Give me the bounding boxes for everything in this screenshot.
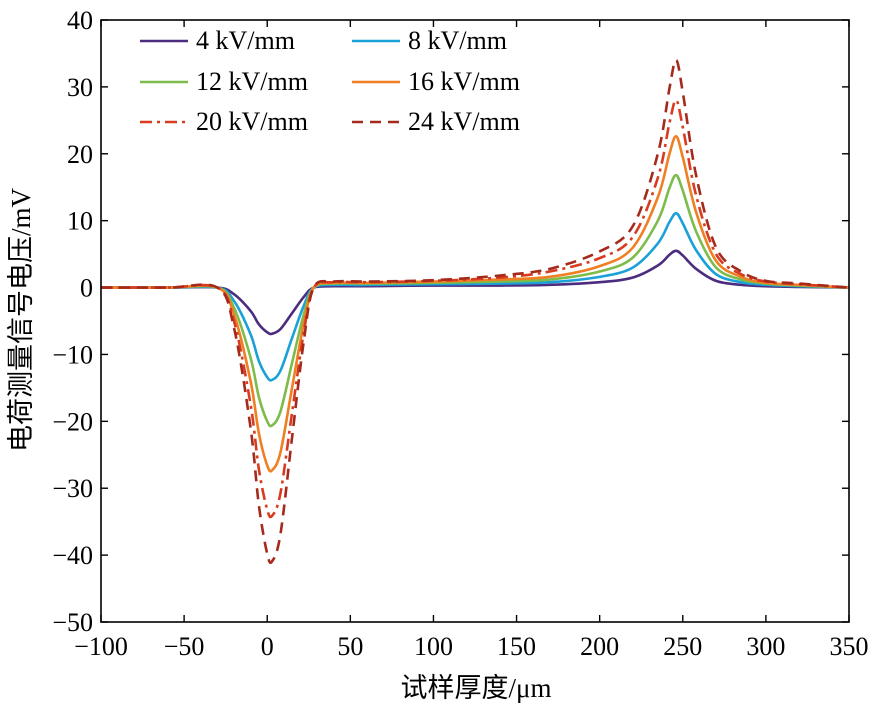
x-axis-title: 试样厚度/μm [401,673,552,703]
x-tick-label: −100 [74,632,128,661]
x-tick-label: 100 [414,632,453,661]
series-line-1 [101,249,850,336]
plot-frame [100,19,850,623]
legend-label-6: 24 kV/mm [408,107,520,136]
x-tick-label: 150 [497,632,536,661]
series-line-3 [101,173,850,428]
x-tick-label: 0 [261,632,274,661]
series-line-6 [101,58,850,565]
y-tick-label: −10 [52,340,93,369]
series-layer [101,58,850,565]
legend-label-5: 20 kV/mm [196,107,308,136]
y-axis-title: 电荷测量信号电压/mV [6,188,36,453]
legend-label-4: 16 kV/mm [408,67,520,96]
y-tick-label: −20 [52,407,93,436]
y-tick-label: 0 [80,274,93,303]
x-tick-label: −50 [164,632,205,661]
y-tick-label: 40 [67,6,93,35]
legend: 4 kV/mm 8 kV/mm 12 kV/mm 16 kV/mm 20 kV/mm 24… [140,26,520,136]
y-tick-label: 20 [67,140,93,169]
y-tick-label: 30 [67,73,93,102]
x-tick-label: 250 [663,632,702,661]
legend-label-2: 8 kV/mm [408,26,507,55]
series-line-5 [101,98,850,519]
x-tick-label: 200 [580,632,619,661]
y-tick-label: −40 [52,541,93,570]
series-line-4 [101,135,850,473]
x-tick-label: 300 [746,632,785,661]
legend-label-1: 4 kV/mm [196,26,295,55]
x-tick-label: 50 [337,632,363,661]
y-tick-label: 10 [67,207,93,236]
series-line-2 [101,212,850,382]
legend-label-3: 12 kV/mm [196,67,308,96]
y-tick-label: −50 [52,608,93,637]
ticks-layer: −100 −50 0 50 100 150 200 250 300 350−50−40−30−20… [52,6,868,661]
y-tick-label: −30 [52,474,93,503]
x-tick-label: 350 [830,632,869,661]
